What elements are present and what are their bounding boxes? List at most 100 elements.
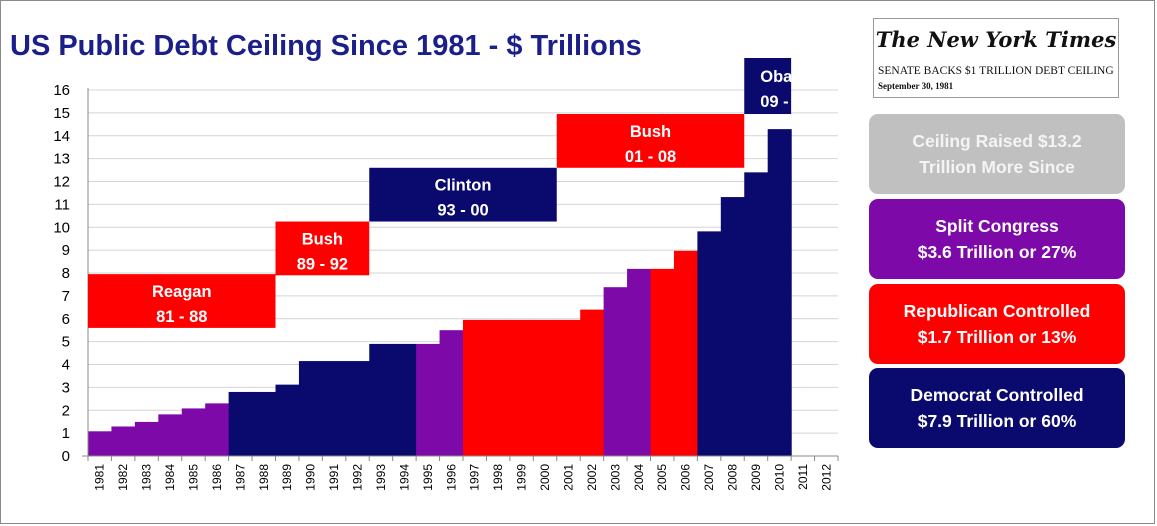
era-president-label: Bush [630,123,671,141]
x-tick-label: 1990 [304,464,318,491]
panel-line: $1.7 Trillion or 13% [917,327,1077,347]
chart-title: US Public Debt Ceiling Since 1981 - $ Tr… [10,30,642,62]
bars [88,129,792,456]
y-tick-label: 7 [62,288,70,305]
panel-line: Republican Controlled [903,301,1091,321]
y-tick-label: 14 [53,128,70,145]
x-tick-label: 1981 [93,464,107,491]
era-box [744,58,792,115]
y-tick-label: 16 [53,82,70,99]
x-tick-label: 2011 [796,464,810,490]
bar [439,330,464,456]
era-president-label: Clinton [435,177,492,195]
era-box [556,114,745,168]
y-tick-label: 9 [62,242,70,259]
bar [416,343,441,456]
x-tick-label: 2003 [608,464,622,491]
bar [322,361,347,456]
bar [252,391,277,456]
x-tick-label: 2005 [655,464,669,491]
nyt-masthead: The New York Times [875,27,1117,52]
bar [228,391,253,456]
democrat-controlled-panel: Democrat Controlled $7.9 Trillion or 60% [869,368,1125,448]
split-congress-panel: Split Congress $3.6 Trillion or 27% [869,199,1125,279]
bar [463,319,488,456]
bar [697,231,722,456]
x-tick-label: 1989 [280,464,294,491]
era-years-label: 89 - 92 [297,255,348,273]
bar [181,408,206,456]
bar [603,287,628,456]
y-tick-label: 4 [62,357,70,374]
y-tick-label: 12 [53,174,70,191]
x-tick-label: 2008 [726,464,740,491]
x-tick-label: 2001 [561,464,575,491]
x-tick-label: 1992 [351,464,365,491]
x-tick-label: 2012 [819,464,833,491]
bar [392,343,417,456]
x-tick-label: 1999 [515,464,529,491]
x-tick-label: 2000 [538,464,552,491]
bar [88,431,113,456]
bar [509,319,534,456]
y-tick-label: 3 [62,379,70,396]
ceiling-raised-panel: Ceiling Raised $13.2 Trillion More Since [869,114,1125,194]
y-tick-label: 8 [62,265,70,282]
nyt-headline: SENATE BACKS $1 TRILLION DEBT CEILING [878,65,1114,77]
bar [744,172,769,456]
bar [275,384,300,456]
panel-line: Split Congress [935,216,1059,236]
x-tick-label: 1993 [374,464,388,491]
x-tick-label: 1994 [397,464,411,491]
x-tick-label: 1998 [491,464,505,491]
era-years-label: 09 - [760,93,788,111]
panel-line: $3.6 Trillion or 27% [917,242,1077,262]
x-tick-label: 2010 [772,464,786,491]
y-tick-label: 5 [62,334,70,351]
nyt-date: September 30, 1981 [878,81,954,91]
era-box [369,167,557,222]
y-tick-label: 10 [53,219,70,236]
panel-line: $7.9 Trillion or 60% [917,411,1077,431]
bar [627,268,652,456]
y-tick-label: 0 [62,448,70,465]
bar [298,361,323,456]
bar [673,250,698,456]
x-tick-label: 2009 [749,464,763,491]
y-tick-label: 11 [54,196,70,213]
era-years-label: 81 - 88 [156,308,207,326]
era-president-label: Reagan [152,283,212,301]
x-tick-label: 1985 [186,464,200,491]
nyt-clipping: The New York Times SENATE BACKS $1 TRILL… [873,18,1119,98]
y-tick-label: 13 [53,151,70,168]
x-tick-label: 2007 [702,464,716,491]
y-tick-label: 1 [62,425,70,442]
bar [134,421,159,456]
x-tick-label: 2006 [679,464,693,491]
x-tick-label: 1988 [257,464,271,491]
bar [345,361,370,456]
era-years-label: 01 - 08 [625,148,676,166]
era-labels: Reagan 81 - 88 Bush 89 - 92 Clinton 93 - 00 Bu… [88,58,817,328]
x-tick-label: 1986 [210,464,224,491]
x-tick-label: 2004 [632,464,646,491]
bar [158,414,183,456]
x-tick-label: 1982 [116,464,130,491]
era-box [88,274,276,328]
era-president-label: Obama [760,68,817,86]
x-tick-label: 1991 [327,464,341,491]
y-tick-label: 6 [62,311,70,328]
x-tick-label: 1997 [468,464,482,491]
panel-line: Trillion More Since [919,157,1075,177]
y-tick-label: 15 [53,105,70,122]
x-tick-label: 2002 [585,464,599,491]
era-box [275,221,370,276]
bar [111,426,136,456]
era-president-label: Bush [302,230,343,248]
bar [580,309,605,456]
x-tick-label: 1984 [163,464,177,491]
republican-controlled-panel: Republican Controlled $1.7 Trillion or 1… [869,284,1125,364]
